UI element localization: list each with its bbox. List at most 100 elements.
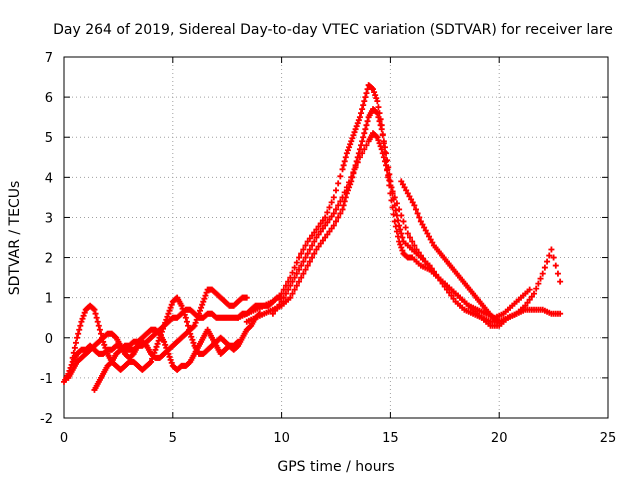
data-point bbox=[166, 353, 173, 360]
data-point bbox=[409, 199, 416, 206]
data-point bbox=[319, 237, 326, 244]
data-point bbox=[276, 301, 283, 308]
data-point bbox=[341, 158, 348, 165]
data-point bbox=[319, 225, 326, 232]
data-point bbox=[304, 238, 311, 245]
data-point bbox=[285, 286, 292, 293]
data-point bbox=[309, 254, 316, 261]
data-point bbox=[409, 238, 416, 245]
data-point bbox=[375, 137, 382, 144]
data-point bbox=[154, 340, 161, 347]
data-point bbox=[343, 150, 350, 157]
data-point bbox=[339, 194, 346, 201]
data-point bbox=[335, 180, 342, 187]
data-point bbox=[300, 270, 307, 277]
data-point bbox=[322, 214, 329, 221]
data-point bbox=[398, 178, 405, 185]
data-point bbox=[373, 133, 380, 140]
data-point bbox=[304, 250, 311, 257]
data-point bbox=[386, 177, 393, 184]
data-point bbox=[324, 209, 331, 216]
data-point bbox=[526, 286, 533, 293]
grid bbox=[64, 57, 608, 418]
data-point bbox=[313, 234, 320, 241]
data-point bbox=[70, 349, 77, 356]
data-point bbox=[333, 218, 339, 225]
data-point bbox=[379, 150, 386, 157]
data-point bbox=[199, 301, 206, 308]
data-point bbox=[395, 217, 402, 224]
data-point bbox=[96, 326, 103, 333]
data-point bbox=[152, 346, 159, 353]
data-point bbox=[161, 322, 168, 329]
x-tick-label: 25 bbox=[600, 431, 617, 446]
data-point bbox=[328, 213, 335, 220]
data-point bbox=[398, 230, 405, 237]
data-point bbox=[358, 142, 365, 149]
data-point bbox=[326, 228, 333, 235]
data-point bbox=[293, 270, 300, 277]
data-point bbox=[359, 106, 366, 113]
data-point bbox=[180, 308, 187, 315]
data-point bbox=[291, 274, 298, 281]
data-point bbox=[535, 280, 542, 287]
data-point bbox=[129, 351, 136, 358]
data-point bbox=[380, 138, 387, 145]
data-point bbox=[181, 311, 188, 318]
data-point bbox=[522, 302, 529, 309]
data-point bbox=[339, 166, 346, 173]
data-point bbox=[97, 330, 104, 337]
data-point bbox=[335, 202, 342, 209]
data-point bbox=[319, 217, 326, 224]
data-point bbox=[289, 278, 296, 285]
data-point bbox=[289, 269, 296, 276]
data-point bbox=[190, 339, 197, 346]
data-point bbox=[403, 187, 410, 194]
data-point bbox=[160, 325, 167, 332]
data-point bbox=[340, 162, 347, 169]
data-point bbox=[397, 226, 404, 233]
data-point bbox=[68, 361, 75, 368]
data-point bbox=[287, 294, 294, 301]
y-tick-label: -2 bbox=[40, 412, 53, 427]
data-point bbox=[339, 206, 346, 213]
data-point bbox=[76, 326, 83, 333]
data-point bbox=[422, 258, 429, 265]
data-point bbox=[306, 246, 313, 253]
y-tick-label: 1 bbox=[45, 292, 53, 307]
data-point bbox=[313, 246, 320, 253]
data-point bbox=[74, 334, 81, 341]
data-point bbox=[179, 305, 186, 312]
data-point bbox=[322, 222, 329, 229]
data-point bbox=[161, 338, 168, 345]
data-point bbox=[358, 110, 365, 117]
data-point bbox=[550, 254, 557, 261]
data-point bbox=[235, 338, 242, 345]
data-point bbox=[300, 246, 307, 253]
data-point bbox=[93, 314, 100, 321]
data-point bbox=[313, 226, 320, 233]
data-point bbox=[417, 252, 424, 259]
data-point bbox=[282, 290, 289, 297]
data-point bbox=[322, 234, 329, 241]
data-point bbox=[153, 343, 160, 350]
data-point bbox=[533, 285, 540, 292]
data-point bbox=[397, 241, 404, 248]
data-point bbox=[356, 114, 363, 121]
data-point bbox=[421, 224, 428, 231]
data-point bbox=[548, 246, 555, 253]
data-point bbox=[376, 140, 383, 147]
data-point bbox=[309, 232, 316, 239]
data-point bbox=[194, 313, 201, 320]
data-point bbox=[182, 314, 189, 321]
data-point bbox=[369, 86, 376, 93]
series-s4 bbox=[91, 326, 242, 393]
data-point bbox=[391, 194, 398, 201]
data-point bbox=[291, 286, 298, 293]
data-point bbox=[352, 126, 359, 133]
data-point bbox=[546, 252, 553, 259]
data-point bbox=[94, 318, 101, 325]
data-point bbox=[166, 307, 173, 314]
data-point bbox=[91, 306, 98, 313]
